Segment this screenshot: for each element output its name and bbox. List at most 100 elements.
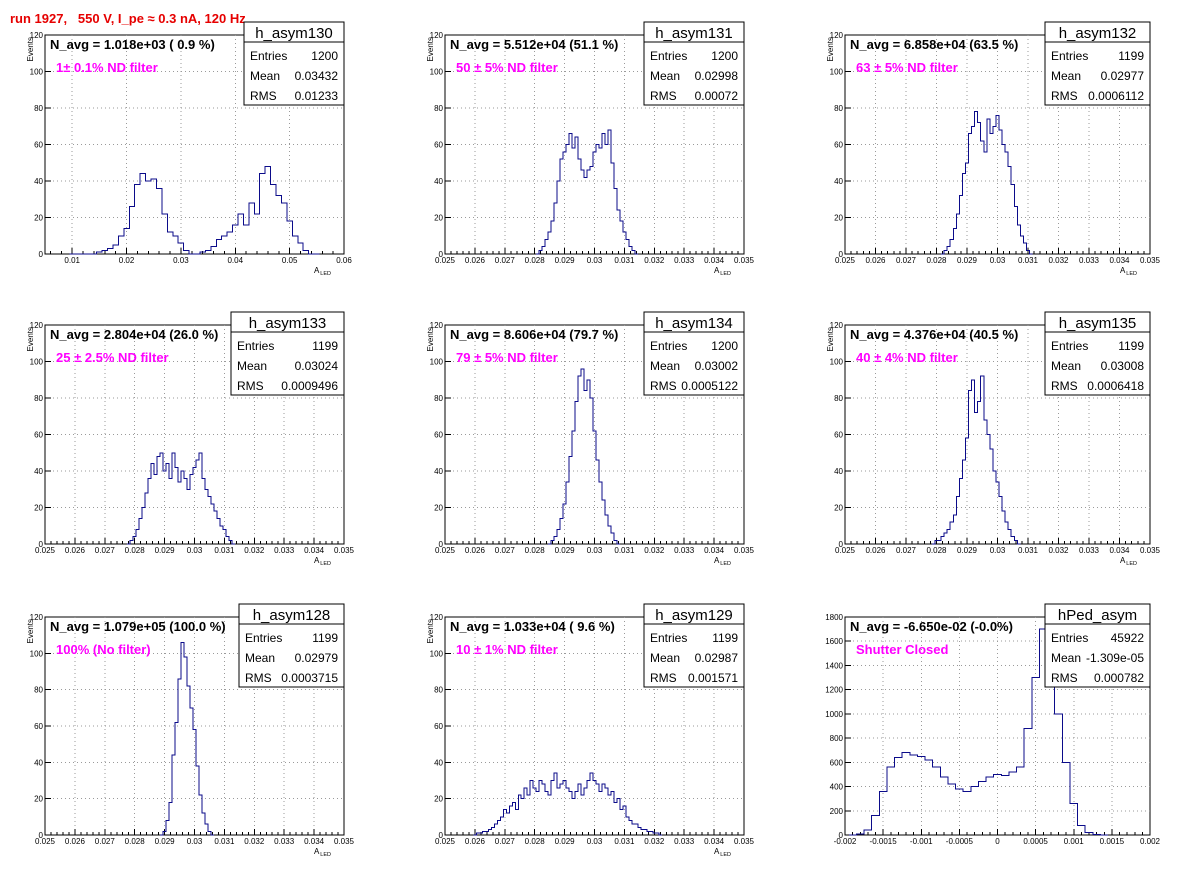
stats-key: Entries	[250, 49, 287, 63]
y-axis-label: Events	[826, 327, 835, 351]
navg-label: N_avg = -6.650e-02 (-0.0%)	[850, 619, 1013, 634]
y-tick-label: 80	[434, 686, 443, 695]
x-tick-label: 0.027	[896, 546, 917, 555]
x-tick-label: -0.002	[834, 837, 857, 846]
stats-key: Entries	[1051, 49, 1088, 63]
x-tick-label: 0.032	[644, 837, 665, 846]
x-tick-label: 0.034	[304, 546, 325, 555]
x-tick-label: 0.025	[435, 546, 456, 555]
x-tick-label: 0.032	[244, 546, 265, 555]
histogram-line	[127, 452, 235, 545]
navg-label: N_avg = 8.606e+04 (79.7 %)	[450, 327, 618, 342]
stats-value: 0.02987	[695, 651, 739, 665]
stats-box: h_asym129 Entries 1199 Mean 0.02987 RMS 0.0015…	[643, 603, 745, 688]
run-title: run 1927, 550 V, I_pe ≈ 0.3 nA, 120 Hz	[10, 11, 246, 26]
x-tick-label: 0.029	[155, 837, 176, 846]
y-tick-label: 100	[30, 649, 44, 658]
x-tick-label: 0.034	[304, 837, 325, 846]
y-tick-label: 0	[839, 540, 844, 549]
x-axis-label: ALED	[314, 847, 331, 858]
stats-key: Mean	[250, 69, 280, 83]
stats-box-frame	[643, 603, 745, 688]
stats-value: 0.02998	[695, 69, 739, 83]
filter-label: Shutter Closed	[856, 642, 949, 657]
stats-key: Entries	[650, 631, 687, 645]
stats-key: Entries	[1051, 339, 1088, 353]
x-tick-label: 0.028	[125, 837, 146, 846]
y-tick-label: 0	[839, 831, 844, 840]
stats-value: 1200	[711, 49, 738, 63]
stats-box-frame	[1044, 603, 1151, 688]
x-axis-label: ALED	[314, 266, 331, 277]
histogram-line	[536, 129, 638, 255]
stats-value: 1199	[712, 631, 738, 645]
y-tick-label: 1000	[825, 710, 843, 719]
y-tick-label: 40	[434, 758, 443, 767]
x-tick-label: 0	[995, 837, 1000, 846]
y-tick-label: 40	[34, 467, 43, 476]
navg-label: N_avg = 1.079e+05 (100.0 %)	[50, 619, 226, 634]
histogram-line	[941, 111, 1033, 255]
stats-value: 0.0006112	[1088, 89, 1144, 103]
stats-key: Mean	[237, 359, 267, 373]
x-tick-label: 0.035	[1140, 256, 1161, 265]
navg-label: N_avg = 5.512e+04 (51.1 %)	[450, 37, 618, 52]
y-tick-label: 80	[834, 394, 843, 403]
x-tick-label: 0.028	[926, 546, 947, 555]
x-tick-label: 0.025	[35, 837, 56, 846]
y-tick-label: 120	[430, 321, 444, 330]
stats-value: 0.0005122	[681, 379, 738, 393]
filter-label: 40 ± 4% ND filter	[856, 350, 958, 365]
stats-histogram-name: h_asym135	[1059, 315, 1137, 332]
x-tick-label: 0.034	[704, 256, 725, 265]
x-tick-label: 0.035	[734, 546, 755, 555]
y-tick-label: 60	[34, 141, 43, 150]
stats-box: h_asym133 Entries 1199 Mean 0.03024 RMS 0.0009…	[230, 311, 345, 396]
x-axis-label: ALED	[714, 266, 731, 277]
stats-histogram-name: h_asym134	[655, 315, 733, 332]
histogram-line	[848, 628, 1109, 836]
stats-key: Mean	[1051, 69, 1081, 83]
y-tick-label: 80	[834, 104, 843, 113]
x-tick-label: 0.032	[644, 256, 665, 265]
x-tick-label: 0.03	[187, 546, 203, 555]
y-tick-label: 120	[30, 321, 44, 330]
y-tick-label: 120	[30, 31, 44, 40]
y-tick-label: 0	[39, 540, 44, 549]
stats-value: 1200	[311, 49, 338, 63]
stats-box-frame	[230, 311, 345, 396]
stats-box-frame	[243, 21, 345, 106]
x-tick-label: 0.031	[614, 546, 635, 555]
stats-key: Entries	[245, 631, 282, 645]
x-tick-label: 0.034	[704, 837, 725, 846]
x-tick-label: 0.03	[990, 256, 1006, 265]
x-axis-label: ALED	[1120, 266, 1137, 277]
stats-value: 0.00072	[695, 89, 739, 103]
x-tick-label: 0.028	[525, 837, 546, 846]
y-tick-label: 1400	[825, 661, 843, 670]
x-tick-label: 0.032	[1048, 546, 1069, 555]
y-tick-label: 0	[439, 831, 444, 840]
histogram-panel-h_asym128: 0.025 0.026 0.027 0.028 0.029 0.03 0.031 0.032 0…	[26, 603, 355, 858]
x-tick-label: 0.04	[227, 256, 243, 265]
stats-key: RMS	[650, 89, 677, 103]
stats-value: 45922	[1111, 631, 1145, 645]
x-tick-label: 0.05	[282, 256, 298, 265]
stats-value: 0.000782	[1094, 671, 1144, 685]
x-tick-label: 0.033	[674, 837, 695, 846]
histogram-line	[931, 375, 1021, 545]
stats-key: Mean	[650, 359, 680, 373]
x-tick-label: 0.027	[95, 837, 116, 846]
x-tick-label: 0.029	[957, 546, 978, 555]
histogram-panel-h_asym133: 0.025 0.026 0.027 0.028 0.029 0.03 0.031 0.032 0…	[26, 311, 355, 567]
x-tick-label: 0.032	[644, 546, 665, 555]
stats-key: RMS	[237, 379, 264, 393]
navg-label: N_avg = 6.858e+04 (63.5 %)	[850, 37, 1018, 52]
stats-key: RMS	[650, 671, 677, 685]
x-tick-label: 0.034	[1109, 256, 1130, 265]
x-tick-label: 0.026	[865, 256, 886, 265]
y-tick-label: 60	[434, 722, 443, 731]
x-tick-label: 0.01	[64, 256, 80, 265]
y-tick-label: 60	[434, 141, 443, 150]
y-tick-label: 20	[434, 504, 443, 513]
